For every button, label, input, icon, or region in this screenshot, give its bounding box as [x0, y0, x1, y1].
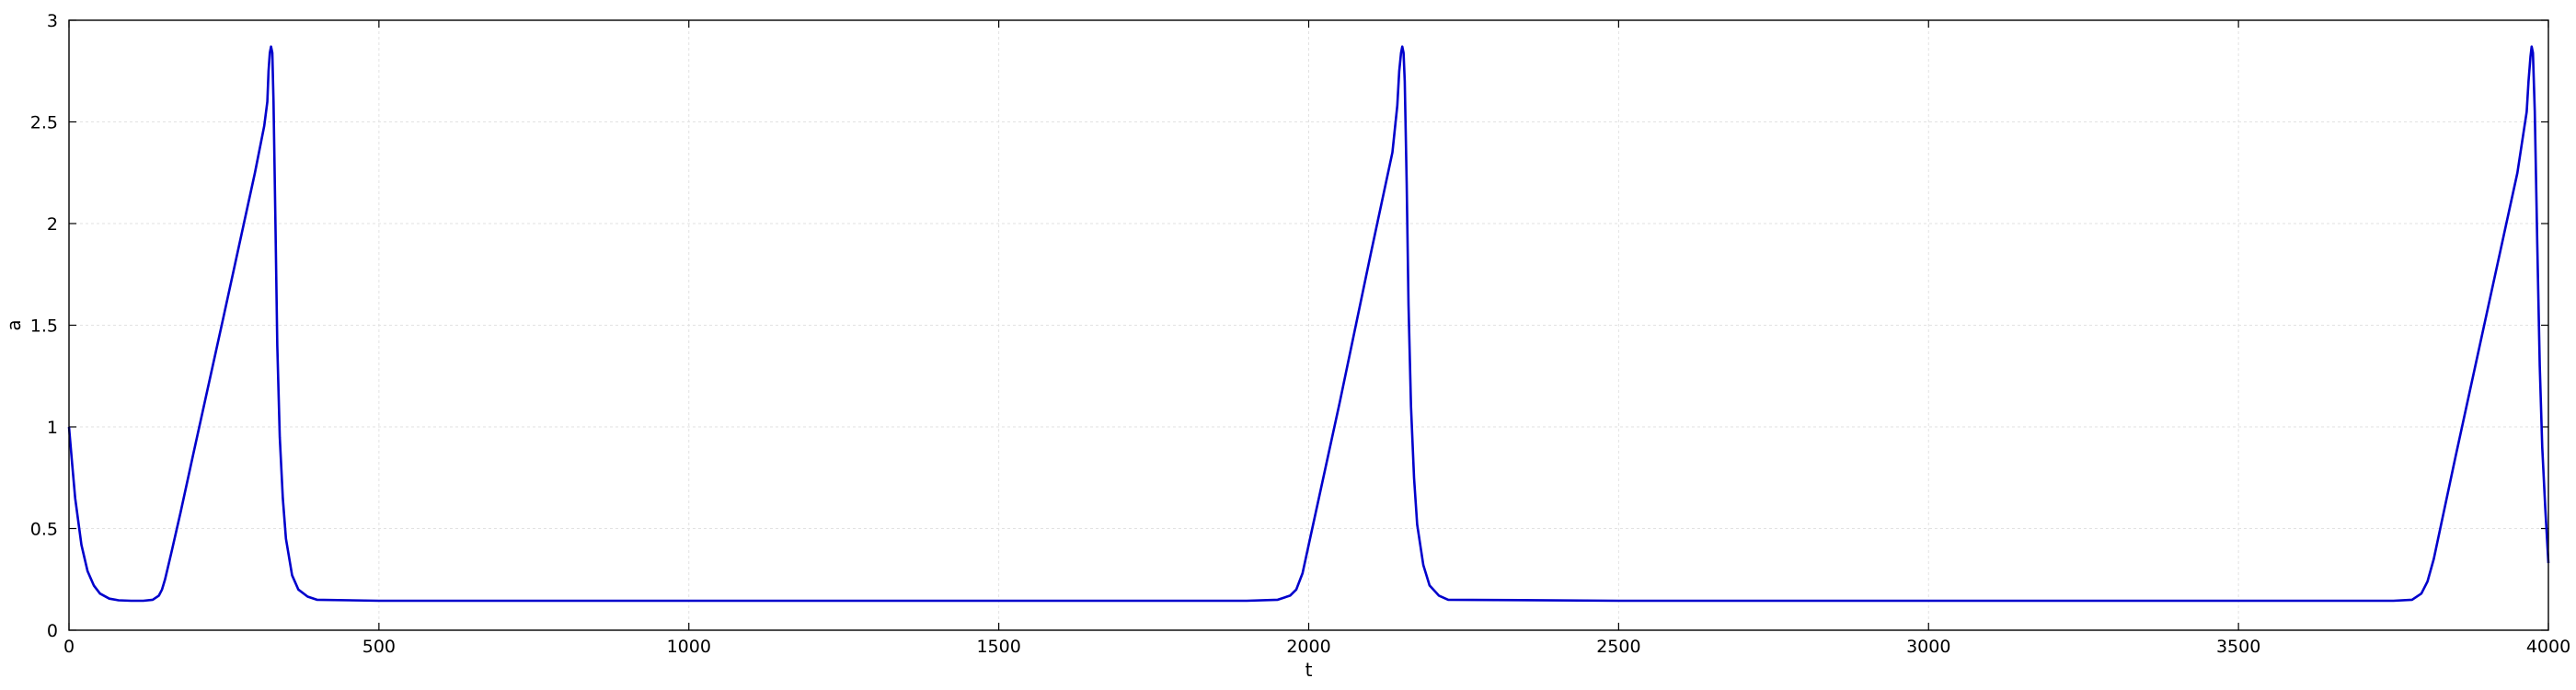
y-tick-label: 2 [47, 214, 58, 235]
x-tick-label: 3500 [2216, 637, 2260, 657]
x-tick-label: 4000 [2526, 637, 2570, 657]
series-line [67, 45, 2550, 603]
x-tick-label: 1500 [976, 637, 1020, 657]
y-tick-label: 2.5 [30, 113, 58, 133]
y-tick-label: 1 [47, 418, 58, 438]
x-tick-label: 2000 [1286, 637, 1330, 657]
x-tick-label: 2500 [1596, 637, 1640, 657]
y-tick-label: 0.5 [30, 520, 58, 540]
y-tick-label: 3 [47, 11, 58, 31]
x-tick-labels: 0 500 1000 1500 2000 2500 3000 3500 4000 [63, 637, 2570, 657]
x-axis-label: t [1305, 659, 1313, 681]
x-tick-label: 0 [63, 637, 75, 657]
y-tick-label: 0 [47, 621, 58, 641]
x-tick-label: 3000 [1906, 637, 1950, 657]
plot-frame [68, 19, 2549, 631]
series-layer [67, 45, 2550, 603]
x-tick-label: 1000 [667, 637, 711, 657]
y-tick-labels: 0 0.5 1 1.5 2 2.5 3 [30, 11, 58, 641]
x-tick-label: 500 [362, 637, 396, 657]
y-axis-label: a [3, 319, 25, 330]
y-tick-label: 1.5 [30, 316, 58, 337]
grid [69, 20, 2548, 630]
